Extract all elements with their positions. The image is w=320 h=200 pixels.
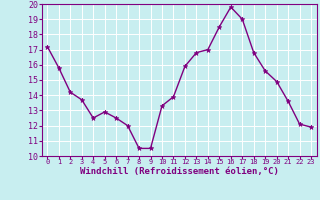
- X-axis label: Windchill (Refroidissement éolien,°C): Windchill (Refroidissement éolien,°C): [80, 167, 279, 176]
